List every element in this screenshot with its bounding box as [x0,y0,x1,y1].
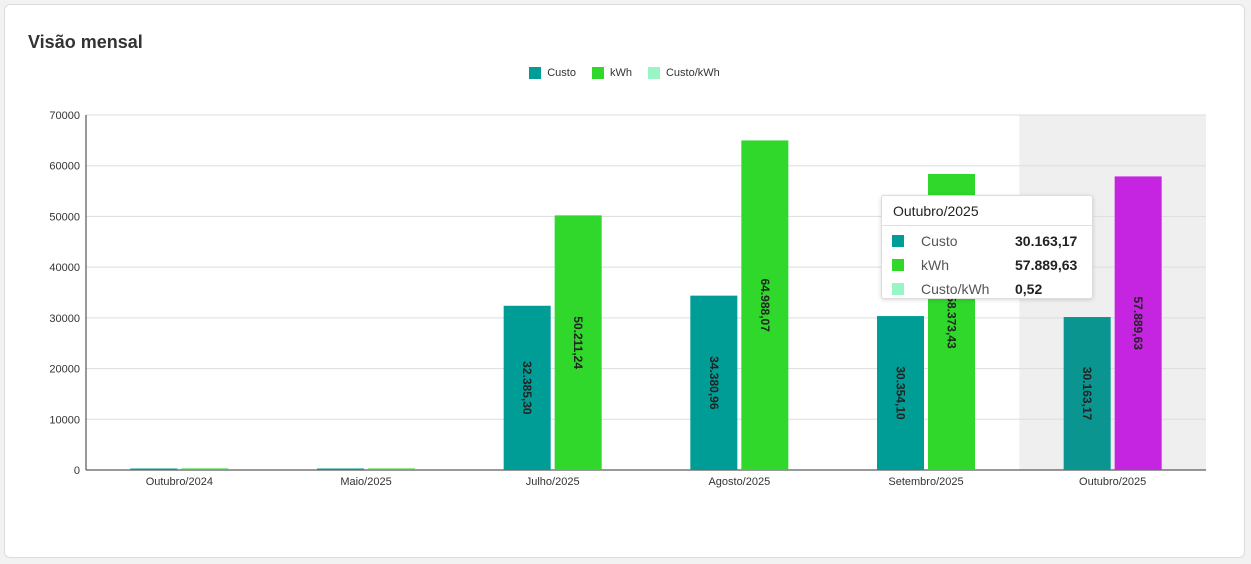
tooltip-swatch [892,259,904,271]
legend-item-custo[interactable]: Custo [529,67,576,79]
card-title: Visão mensal [28,32,143,52]
x-tick-label: Agosto/2025 [708,476,770,488]
tooltip-value: 57.889,63 [1015,257,1078,273]
tooltip-row-kwh: kWh 57.889,63 [882,253,1092,277]
x-tick-label: Julho/2025 [526,476,580,488]
bar-data-label: 30.163,17 [1080,367,1094,421]
tooltip-row-custo: Custo 30.163,17 [882,229,1092,253]
legend-swatch-kwh [591,67,604,79]
bar-custo [690,295,738,470]
legend-swatch-custo [529,67,542,79]
x-tick-label: Outubro/2024 [146,476,213,488]
y-tick-label: 20000 [49,364,80,376]
tooltip-label: Custo [921,233,958,249]
bar-custo [877,316,924,470]
bar-data-label: 57.889,63 [1131,297,1145,351]
y-tick-label: 40000 [49,262,80,274]
bar-custo [317,468,364,470]
y-tick-label: 0 [74,465,80,477]
y-tick-label: 70000 [49,110,80,122]
y-tick-label: 60000 [49,161,80,173]
bar-data-label: 58.373,43 [945,295,959,349]
bar-kwh [1114,176,1162,470]
bar-kwh [741,140,789,470]
y-tick-label: 50000 [49,211,80,223]
bar-data-label: 50.211,24 [571,316,585,369]
x-tick-label: Outubro/2025 [1079,476,1146,488]
y-tick-label: 10000 [49,414,80,426]
x-tick-label: Maio/2025 [340,476,391,488]
bar-data-label: 34.380,96 [707,356,721,410]
bar-kwh [554,215,602,470]
bar-kwh [181,468,229,470]
tooltip-title: Outubro/2025 [882,196,1092,226]
chart-legend: Custo kWh Custo/kWh [5,67,1244,79]
bar-custo [1063,317,1111,470]
legend-item-kwh[interactable]: kWh [591,67,632,79]
bar-custo [503,305,551,470]
tooltip-label: Custo/kWh [921,281,990,297]
legend-label: Custo/kWh [665,67,720,79]
tooltip-label: kWh [921,257,949,273]
legend-item-custo-kwh[interactable]: Custo/kWh [647,67,720,79]
bar-kwh [368,468,415,470]
tooltip-row-custo-kwh: Custo/kWh 0,52 [882,277,1092,301]
tooltip-value: 30.163,17 [1015,233,1078,249]
bar-data-label: 30.354,10 [894,366,908,420]
legend-label: Custo [547,67,576,79]
tooltip-swatch [892,283,904,295]
tooltip-swatch [892,235,904,247]
tooltip-value: 0,52 [1015,281,1043,297]
chart-tooltip: Outubro/2025 Custo 30.163,17 kWh 57.889,… [881,195,1093,299]
bar-data-label: 32.385,30 [520,361,534,415]
legend-swatch-custo-kwh [647,67,660,79]
bar-data-label: 64.988,07 [758,279,772,333]
bar-custo [130,468,178,470]
legend-label: kWh [609,67,632,79]
y-tick-label: 30000 [49,313,80,325]
x-tick-label: Setembro/2025 [888,476,963,488]
